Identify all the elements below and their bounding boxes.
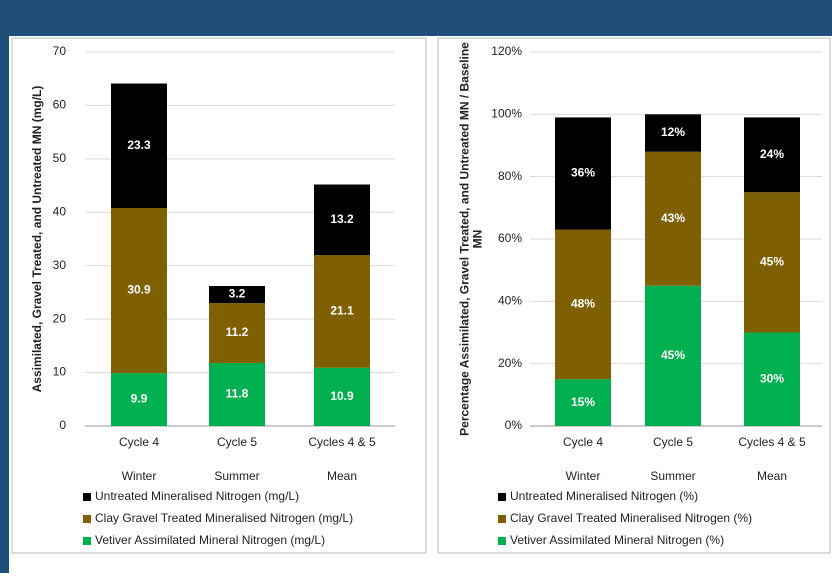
legend-label: Untreated Mineralised Nitrogen (mg/L)	[95, 489, 299, 503]
y-tick-label: 100%	[491, 107, 522, 121]
bar-segment	[111, 373, 167, 426]
bar-segment	[314, 184, 370, 256]
legend-swatch	[83, 537, 91, 545]
x-tick-sublabel: Mean	[757, 469, 787, 483]
data-label: 30%	[760, 371, 784, 385]
y-tick-label: 60%	[498, 231, 522, 245]
x-tick-sublabel: Mean	[327, 469, 357, 483]
bar-segment	[111, 83, 167, 209]
bar-segment	[555, 229, 611, 380]
data-label: 24%	[760, 147, 784, 161]
y-tick-label: 40%	[498, 294, 522, 308]
data-label: 10.9	[330, 389, 354, 403]
y-tick-label: 70	[53, 44, 67, 58]
y-tick-label: 50	[53, 151, 67, 165]
y-tick-label: 0	[59, 418, 66, 432]
y-tick-label: 120%	[491, 44, 522, 58]
bar-segment	[209, 286, 265, 304]
header-bar	[0, 0, 832, 36]
x-tick-label: Cycle 5	[217, 435, 257, 449]
x-tick-label: Cycle 4	[563, 435, 603, 449]
data-label: 9.9	[131, 392, 148, 406]
y-tick-label: 60	[53, 98, 67, 112]
x-tick-sublabel: Winter	[566, 469, 601, 483]
bar-segment	[555, 117, 611, 230]
legend-label: Untreated Mineralised Nitrogen (%)	[510, 489, 698, 503]
data-label: 12%	[661, 125, 685, 139]
x-tick-label: Cycles 4 & 5	[738, 435, 806, 449]
y-tick-label: 20%	[498, 356, 522, 370]
bar-segment	[645, 151, 701, 286]
bar-segment	[744, 332, 800, 426]
data-label: 11.8	[226, 387, 249, 401]
legend-swatch	[498, 537, 506, 545]
side-bar	[0, 0, 9, 573]
bar-segment	[645, 114, 701, 152]
x-tick-label: Cycle 5	[653, 435, 693, 449]
y-tick-label: 0%	[505, 418, 523, 432]
legend-label: Vetiver Assimilated Mineral Nitrogen (%)	[510, 533, 724, 547]
bar-segment	[111, 208, 167, 374]
x-tick-sublabel: Summer	[214, 469, 259, 483]
y-axis-title: Percentage Assimilated, Gravel Treated, …	[458, 42, 472, 436]
y-axis-title: Assimilated, Gravel Treated, and Untreat…	[30, 86, 44, 393]
bar-segment	[314, 367, 370, 426]
data-label: 23.3	[127, 138, 151, 152]
legend-label: Clay Gravel Treated Mineralised Nitrogen…	[95, 511, 353, 525]
data-label: 43%	[661, 211, 685, 225]
y-axis-title: MN	[471, 230, 485, 249]
data-label: 11.2	[226, 325, 249, 339]
bar-segment	[744, 192, 800, 333]
data-label: 3.2	[229, 287, 246, 301]
bar-segment	[555, 379, 611, 426]
y-tick-label: 40	[53, 204, 67, 218]
legend-swatch	[83, 515, 91, 523]
bar-segment	[209, 303, 265, 363]
x-tick-label: Cycle 4	[119, 435, 159, 449]
bar-segment	[209, 362, 265, 426]
legend-label: Clay Gravel Treated Mineralised Nitrogen…	[510, 511, 752, 525]
y-tick-label: 20	[53, 311, 67, 325]
x-tick-label: Cycles 4 & 5	[308, 435, 376, 449]
legend-label: Vetiver Assimilated Mineral Nitrogen (mg…	[95, 533, 325, 547]
data-label: 13.2	[330, 212, 354, 226]
legend-swatch	[498, 515, 506, 523]
data-label: 45%	[760, 255, 784, 269]
x-tick-sublabel: Summer	[650, 469, 695, 483]
bar-segment	[314, 255, 370, 368]
data-label: 21.1	[330, 304, 354, 318]
data-label: 30.9	[127, 283, 151, 297]
data-label: 15%	[571, 395, 595, 409]
bar-segment	[744, 117, 800, 193]
y-tick-label: 10	[53, 365, 67, 379]
data-label: 36%	[571, 166, 595, 180]
x-tick-sublabel: Winter	[122, 469, 157, 483]
legend-swatch	[498, 493, 506, 501]
y-tick-label: 30	[53, 258, 67, 272]
y-tick-label: 80%	[498, 169, 522, 183]
data-label: 45%	[661, 348, 685, 362]
legend-swatch	[83, 493, 91, 501]
data-label: 48%	[571, 297, 595, 311]
bar-segment	[645, 285, 701, 426]
